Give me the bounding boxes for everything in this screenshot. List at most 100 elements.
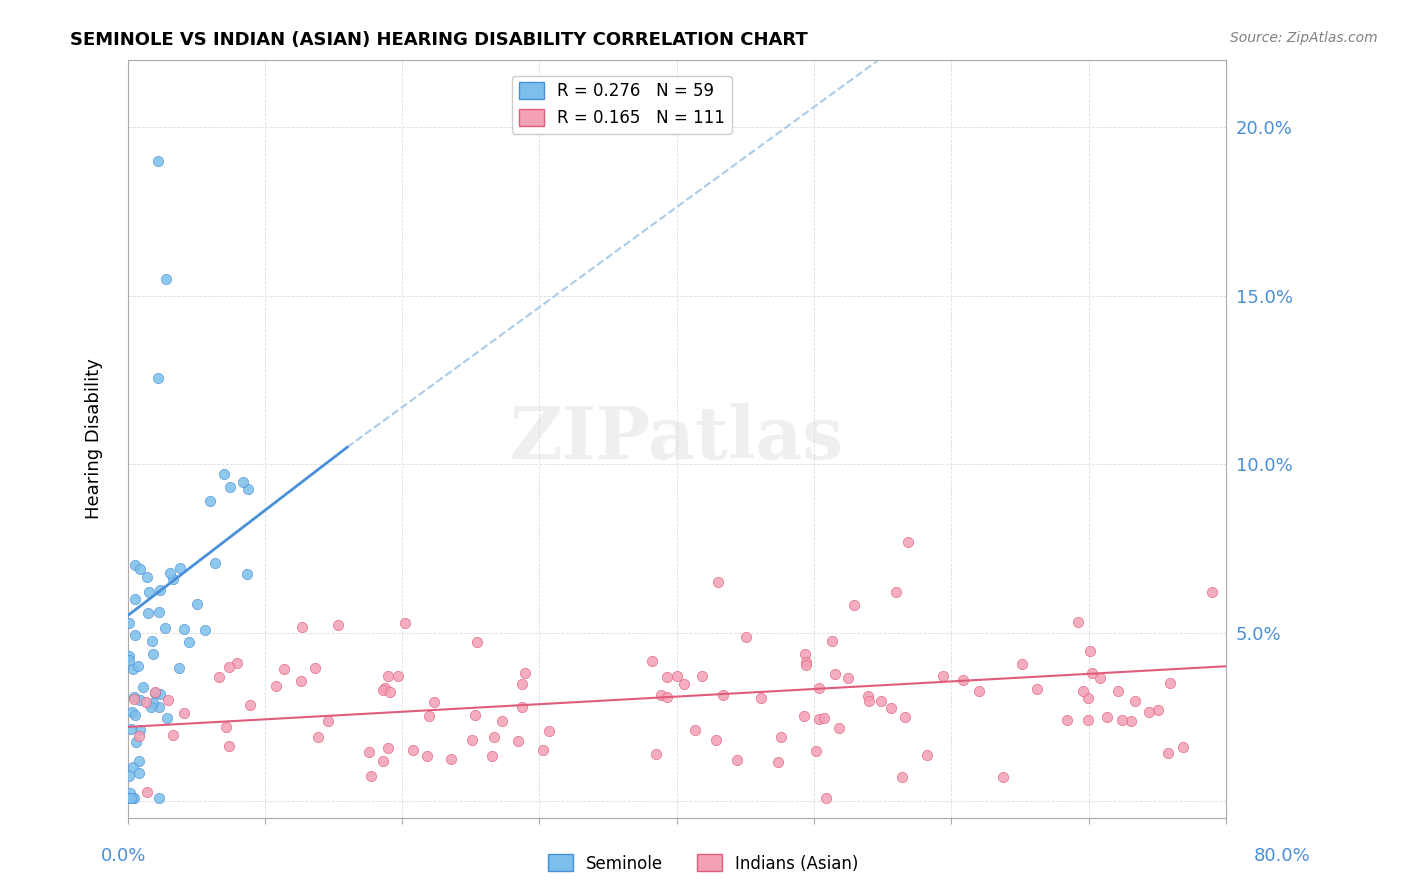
Y-axis label: Hearing Disability: Hearing Disability: [86, 359, 103, 519]
Point: [465, 635, 488, 649]
Point: [118, 768, 141, 782]
Point: [815, 790, 838, 805]
Point: [749, 690, 772, 705]
Point: [307, 731, 329, 745]
Point: [506, 734, 529, 748]
Point: [1081, 665, 1104, 680]
Point: [149, 582, 172, 597]
Point: [510, 677, 533, 691]
Point: [148, 699, 170, 714]
Point: [856, 689, 879, 703]
Point: [129, 723, 152, 737]
Point: [142, 647, 165, 661]
Point: [707, 574, 730, 589]
Point: [156, 711, 179, 725]
Point: [690, 669, 713, 683]
Point: [122, 690, 145, 705]
Point: [531, 743, 554, 757]
Point: [735, 631, 758, 645]
Point: [991, 770, 1014, 784]
Point: [1157, 746, 1180, 760]
Point: [387, 668, 409, 682]
Point: [239, 698, 262, 712]
Point: [118, 786, 141, 800]
Point: [162, 728, 184, 742]
Point: [1147, 702, 1170, 716]
Point: [236, 567, 259, 582]
Point: [371, 754, 394, 768]
Point: [808, 681, 831, 696]
Point: [148, 605, 170, 619]
Point: [796, 655, 818, 669]
Point: [1111, 714, 1133, 728]
Text: 0.0%: 0.0%: [101, 847, 146, 865]
Point: [1077, 713, 1099, 727]
Point: [377, 741, 399, 756]
Point: [169, 561, 191, 575]
Point: [1026, 682, 1049, 697]
Point: [1066, 615, 1088, 629]
Point: [153, 621, 176, 635]
Point: [218, 739, 240, 754]
Point: [894, 710, 917, 724]
Point: [157, 693, 180, 707]
Point: [858, 694, 880, 708]
Point: [173, 622, 195, 636]
Point: [143, 686, 166, 700]
Point: [766, 756, 789, 770]
Point: [665, 668, 688, 682]
Point: [1056, 713, 1078, 727]
Point: [218, 480, 240, 494]
Point: [125, 735, 148, 749]
Point: [118, 615, 141, 630]
Point: [132, 680, 155, 694]
Point: [1097, 709, 1119, 723]
Point: [711, 688, 734, 702]
Point: [644, 747, 666, 761]
Legend: Seminole, Indians (Asian): Seminole, Indians (Asian): [541, 847, 865, 880]
Point: [886, 585, 908, 599]
Text: Source: ZipAtlas.com: Source: ZipAtlas.com: [1230, 31, 1378, 45]
Point: [869, 694, 891, 708]
Point: [326, 618, 349, 632]
Point: [118, 648, 141, 663]
Point: [374, 681, 396, 695]
Point: [394, 616, 416, 631]
Point: [186, 597, 208, 611]
Point: [513, 665, 536, 680]
Point: [804, 744, 827, 758]
Point: [1159, 676, 1181, 690]
Point: [218, 660, 240, 674]
Point: [813, 710, 835, 724]
Point: [146, 153, 169, 168]
Point: [127, 658, 149, 673]
Point: [685, 723, 707, 737]
Point: [482, 731, 505, 745]
Point: [422, 695, 444, 709]
Point: [837, 671, 859, 685]
Point: [377, 669, 399, 683]
Text: ZIPatlas: ZIPatlas: [509, 403, 844, 475]
Point: [148, 790, 170, 805]
Point: [890, 770, 912, 784]
Point: [416, 748, 439, 763]
Point: [232, 475, 254, 489]
Point: [143, 685, 166, 699]
Legend: R = 0.276   N = 59, R = 0.165   N = 111: R = 0.276 N = 59, R = 0.165 N = 111: [512, 76, 731, 134]
Point: [212, 467, 235, 482]
Point: [204, 557, 226, 571]
Point: [141, 634, 163, 648]
Point: [129, 561, 152, 575]
Point: [118, 653, 141, 667]
Point: [1119, 714, 1142, 728]
Point: [357, 745, 380, 759]
Point: [264, 679, 287, 693]
Point: [159, 566, 181, 581]
Point: [725, 753, 748, 767]
Point: [173, 706, 195, 720]
Point: [226, 656, 249, 670]
Point: [1071, 683, 1094, 698]
Point: [1201, 585, 1223, 599]
Point: [641, 654, 664, 668]
Point: [932, 669, 955, 683]
